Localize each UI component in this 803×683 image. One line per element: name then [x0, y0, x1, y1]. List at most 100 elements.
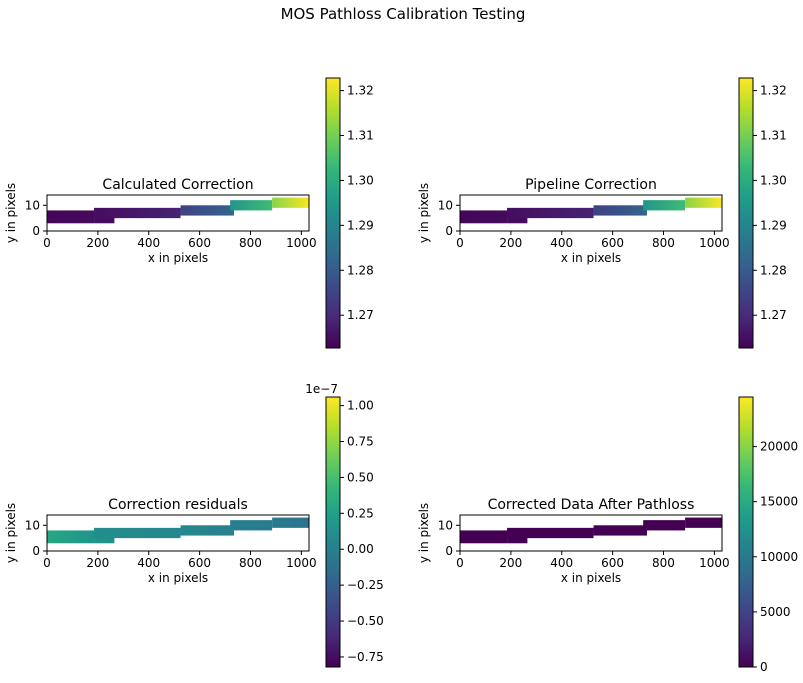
y-axis-label: y in pixels: [4, 183, 18, 243]
colorbar-tick-label: 0: [760, 660, 768, 674]
x-tick-label: 1000: [699, 556, 730, 570]
slit-segment: [507, 207, 594, 219]
slit-segment: [460, 530, 508, 544]
x-tick-label: 200: [86, 236, 109, 250]
colorbar-tick-label: −0.50: [347, 614, 384, 628]
slit-segment: [230, 520, 273, 531]
axes-frame: [459, 194, 723, 232]
chart-title: Correction residuals: [108, 497, 248, 513]
colorbar-tick-label: 1.32: [347, 84, 374, 98]
chart-title: Calculated Correction: [102, 177, 253, 193]
colorbar-tick-label: −0.75: [347, 650, 384, 664]
colorbar-tick-label: 0.50: [347, 470, 374, 484]
slit-segment: [643, 200, 686, 211]
x-tick-label: 800: [239, 236, 262, 250]
colorbar-tick-label: 1.27: [347, 308, 374, 322]
x-tick-label: 800: [239, 556, 262, 570]
slit-segment: [643, 520, 686, 531]
colorbar-tick-label: 5000: [760, 605, 791, 619]
colorbar-tick-label: 0.75: [347, 435, 374, 449]
colorbar-tick-label: 0.00: [347, 542, 374, 556]
chart-title: Pipeline Correction: [525, 177, 657, 193]
colorbar-tick-label: 1.28: [347, 263, 374, 277]
chart-title: Corrected Data After Pathloss: [488, 497, 695, 513]
axes-frame: [459, 514, 723, 552]
y-tick-label: 10: [438, 198, 453, 212]
x-tick-label: 1000: [699, 236, 730, 250]
colorbar-tick-label: 0.25: [347, 506, 374, 520]
colorbar: [738, 396, 754, 668]
x-tick-label: 600: [188, 236, 211, 250]
y-tick-label: 10: [25, 518, 40, 532]
y-tick-label: 0: [445, 224, 453, 238]
x-tick-label: 800: [652, 556, 675, 570]
slit-segment: [507, 527, 594, 539]
slit-segment: [272, 517, 309, 528]
y-axis-label: y in pixels: [417, 183, 431, 243]
y-tick-label: 10: [25, 198, 40, 212]
x-axis-label: x in pixels: [148, 571, 208, 585]
colorbar: [325, 396, 341, 668]
x-axis-label: x in pixels: [561, 571, 621, 585]
x-tick-label: 0: [456, 556, 464, 570]
slit-segment: [593, 525, 647, 536]
slit-segment: [47, 530, 95, 544]
x-tick-label: 200: [499, 556, 522, 570]
colorbar-tick-label: 1.29: [347, 218, 374, 232]
x-tick-label: 400: [137, 236, 160, 250]
x-tick-label: 0: [43, 236, 51, 250]
x-tick-label: 1000: [286, 236, 317, 250]
x-tick-label: 600: [601, 556, 624, 570]
slit-segment: [180, 525, 234, 536]
x-tick-label: 0: [456, 236, 464, 250]
colorbar-offset-label: 1e−7: [305, 382, 338, 396]
x-tick-label: 200: [499, 236, 522, 250]
x-tick-label: 400: [550, 236, 573, 250]
slit-segment: [180, 205, 234, 216]
colorbar-tick-label: 15000: [760, 495, 798, 509]
colorbar-tick-label: 1.31: [760, 129, 787, 143]
y-tick-label: 0: [32, 544, 40, 558]
slit-segment: [593, 205, 647, 216]
x-axis-label: x in pixels: [561, 251, 621, 265]
colorbar-tick-label: 20000: [760, 440, 798, 454]
colorbar: [325, 77, 341, 349]
slit-segment: [94, 527, 181, 539]
slit-segment: [230, 200, 273, 211]
x-axis-label: x in pixels: [148, 251, 208, 265]
colorbar-tick-label: 1.27: [760, 308, 787, 322]
x-tick-label: 400: [550, 556, 573, 570]
colorbar-tick-label: 1.32: [760, 84, 787, 98]
axes-frame: [46, 194, 310, 232]
colorbar-tick-label: 1.29: [760, 218, 787, 232]
x-tick-label: 600: [188, 556, 211, 570]
slit-segment: [94, 207, 181, 219]
x-tick-label: 400: [137, 556, 160, 570]
slit-segment: [47, 210, 95, 224]
colorbar: [738, 77, 754, 349]
slit-segment: [272, 197, 309, 208]
x-tick-label: 200: [86, 556, 109, 570]
colorbar-tick-label: 1.28: [760, 263, 787, 277]
x-tick-label: 600: [601, 236, 624, 250]
y-axis-label: y in pixels: [417, 503, 431, 563]
slit-segment: [460, 210, 508, 224]
slit-segment: [685, 197, 722, 208]
axes-frame: [46, 514, 310, 552]
colorbar-tick-label: 1.30: [347, 173, 374, 187]
colorbar-tick-label: 1.00: [347, 399, 374, 413]
y-tick-label: 0: [445, 544, 453, 558]
figure-suptitle: MOS Pathloss Calibration Testing: [281, 5, 526, 23]
colorbar-tick-label: 1.30: [760, 173, 787, 187]
colorbar-tick-label: 1.31: [347, 129, 374, 143]
colorbar-tick-label: 10000: [760, 550, 798, 564]
y-tick-label: 0: [32, 224, 40, 238]
x-tick-label: 800: [652, 236, 675, 250]
colorbar-tick-label: −0.25: [347, 578, 384, 592]
y-tick-label: 10: [438, 518, 453, 532]
y-axis-label: y in pixels: [4, 503, 18, 563]
slit-segment: [685, 517, 722, 528]
x-tick-label: 0: [43, 556, 51, 570]
x-tick-label: 1000: [286, 556, 317, 570]
